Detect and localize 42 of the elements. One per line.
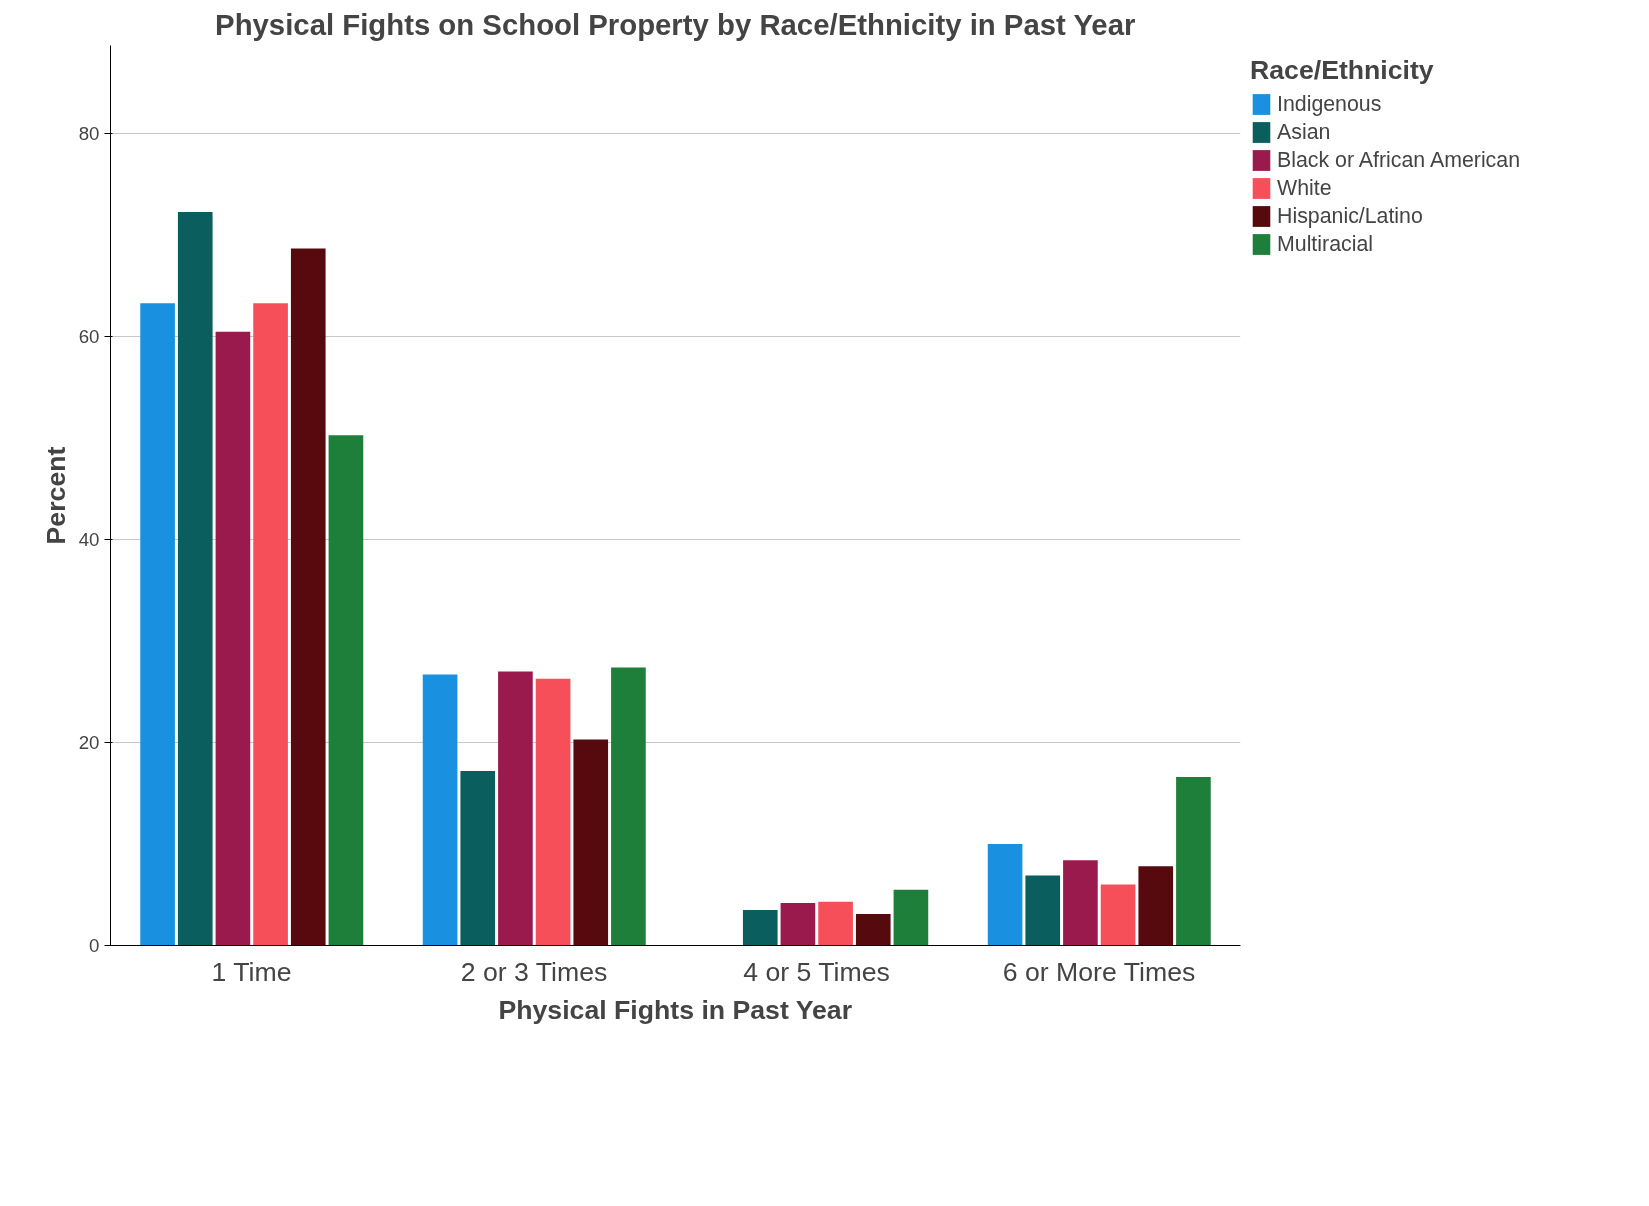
x-tick-label: 1 Time <box>211 956 292 987</box>
bar <box>818 901 853 946</box>
bar <box>215 331 251 946</box>
legend-title: Race/Ethnicity <box>1250 55 1435 86</box>
bar <box>498 671 533 946</box>
legend-label: Black or African American <box>1277 147 1521 173</box>
bar <box>1138 866 1174 946</box>
bar <box>1063 860 1098 946</box>
bar <box>422 674 458 946</box>
bar <box>535 678 571 946</box>
bar <box>140 303 175 946</box>
bar <box>893 889 929 946</box>
bar <box>611 667 646 946</box>
legend-label: Indigenous <box>1277 91 1382 117</box>
bar <box>290 248 326 946</box>
legend-label: Asian <box>1277 119 1331 145</box>
y-axis-title: Percent <box>40 446 71 545</box>
legend-label: White <box>1277 175 1332 201</box>
x-tick-label: 2 or 3 Times <box>460 956 608 987</box>
bar <box>1100 884 1136 946</box>
bar <box>460 770 496 946</box>
y-tick-label: 40 <box>78 529 100 551</box>
y-tick-label: 0 <box>89 935 100 956</box>
x-tick-label: 4 or 5 Times <box>743 956 890 987</box>
legend-label: Multiracial <box>1277 231 1373 257</box>
bar <box>855 914 891 946</box>
bar <box>177 211 213 946</box>
chart-title: Physical Fights on School Property by Race/Ethnicity in Past Year <box>215 7 1136 41</box>
bar <box>253 303 288 946</box>
bar <box>328 435 364 946</box>
y-tick-label: 20 <box>78 732 100 754</box>
y-tick-label: 60 <box>78 326 100 348</box>
bar <box>780 902 816 946</box>
x-axis-title: Physical Fights in Past Year <box>498 994 853 1025</box>
bar <box>987 844 1023 946</box>
bar <box>1025 875 1061 946</box>
bar <box>1176 777 1211 946</box>
legend-label: Hispanic/Latino <box>1277 203 1423 229</box>
bar <box>573 739 609 946</box>
y-tick-label: 80 <box>78 123 100 145</box>
bar <box>742 909 778 946</box>
x-tick-label: 6 or More Times <box>1002 956 1196 987</box>
